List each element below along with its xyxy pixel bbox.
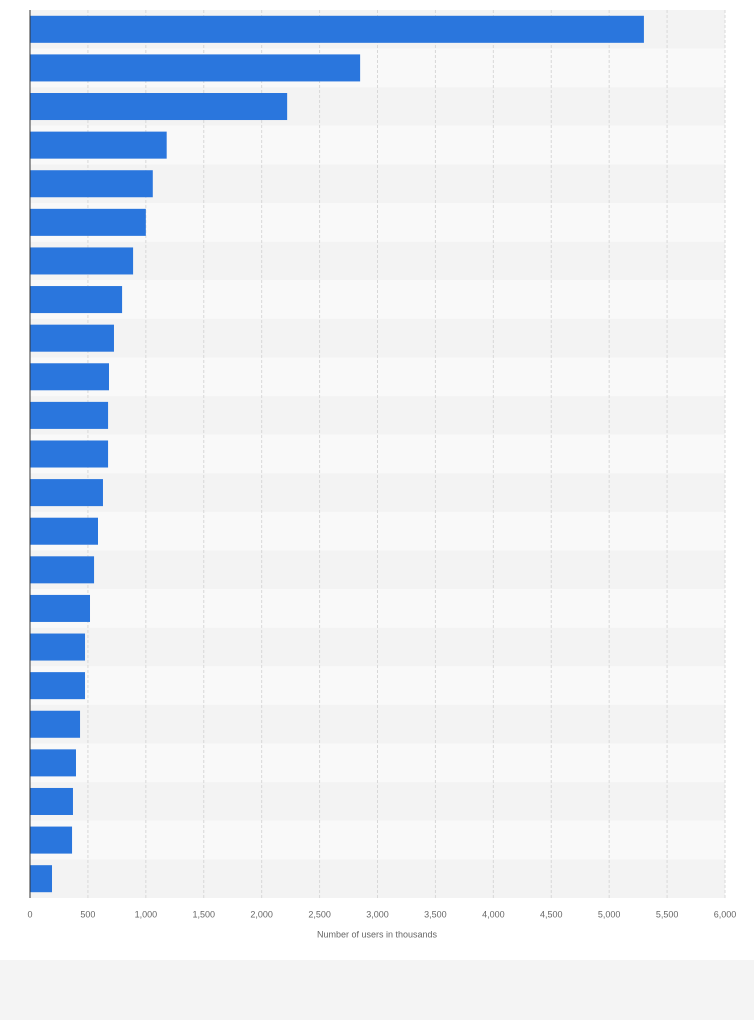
bar	[30, 363, 109, 391]
x-tick-label: 5,000	[598, 909, 621, 919]
x-tick-label: 1,000	[135, 909, 158, 919]
bar	[30, 54, 361, 82]
x-tick-label: 2,000	[250, 909, 273, 919]
bar	[30, 440, 109, 468]
bar	[30, 787, 73, 815]
bar	[30, 247, 134, 275]
bar	[30, 479, 103, 507]
x-tick-label: 2,500	[308, 909, 331, 919]
bar	[30, 749, 76, 777]
x-tick-label: 0	[27, 909, 32, 919]
x-tick-label: 1,500	[192, 909, 215, 919]
x-tick-label: 3,000	[366, 909, 389, 919]
bar	[30, 401, 109, 429]
bar	[30, 131, 167, 159]
bar	[30, 324, 114, 352]
footer-band	[0, 960, 754, 1020]
x-tick-label: 4,500	[540, 909, 563, 919]
bar	[30, 93, 288, 121]
x-axis-title: Number of users in thousands	[317, 929, 438, 939]
x-tick-label: 4,000	[482, 909, 505, 919]
bar	[30, 633, 86, 661]
bar	[30, 170, 153, 198]
bar	[30, 286, 123, 314]
bar	[30, 556, 95, 584]
bar	[30, 826, 73, 854]
bar	[30, 672, 86, 700]
bar	[30, 517, 98, 545]
bar	[30, 15, 644, 43]
bar	[30, 710, 81, 738]
x-tick-label: 5,500	[656, 909, 679, 919]
x-tick-label: 6,000	[714, 909, 737, 919]
x-tick-label: 500	[80, 909, 95, 919]
bar	[30, 208, 146, 236]
bar	[30, 594, 91, 622]
bar	[30, 865, 53, 893]
x-tick-label: 3,500	[424, 909, 447, 919]
